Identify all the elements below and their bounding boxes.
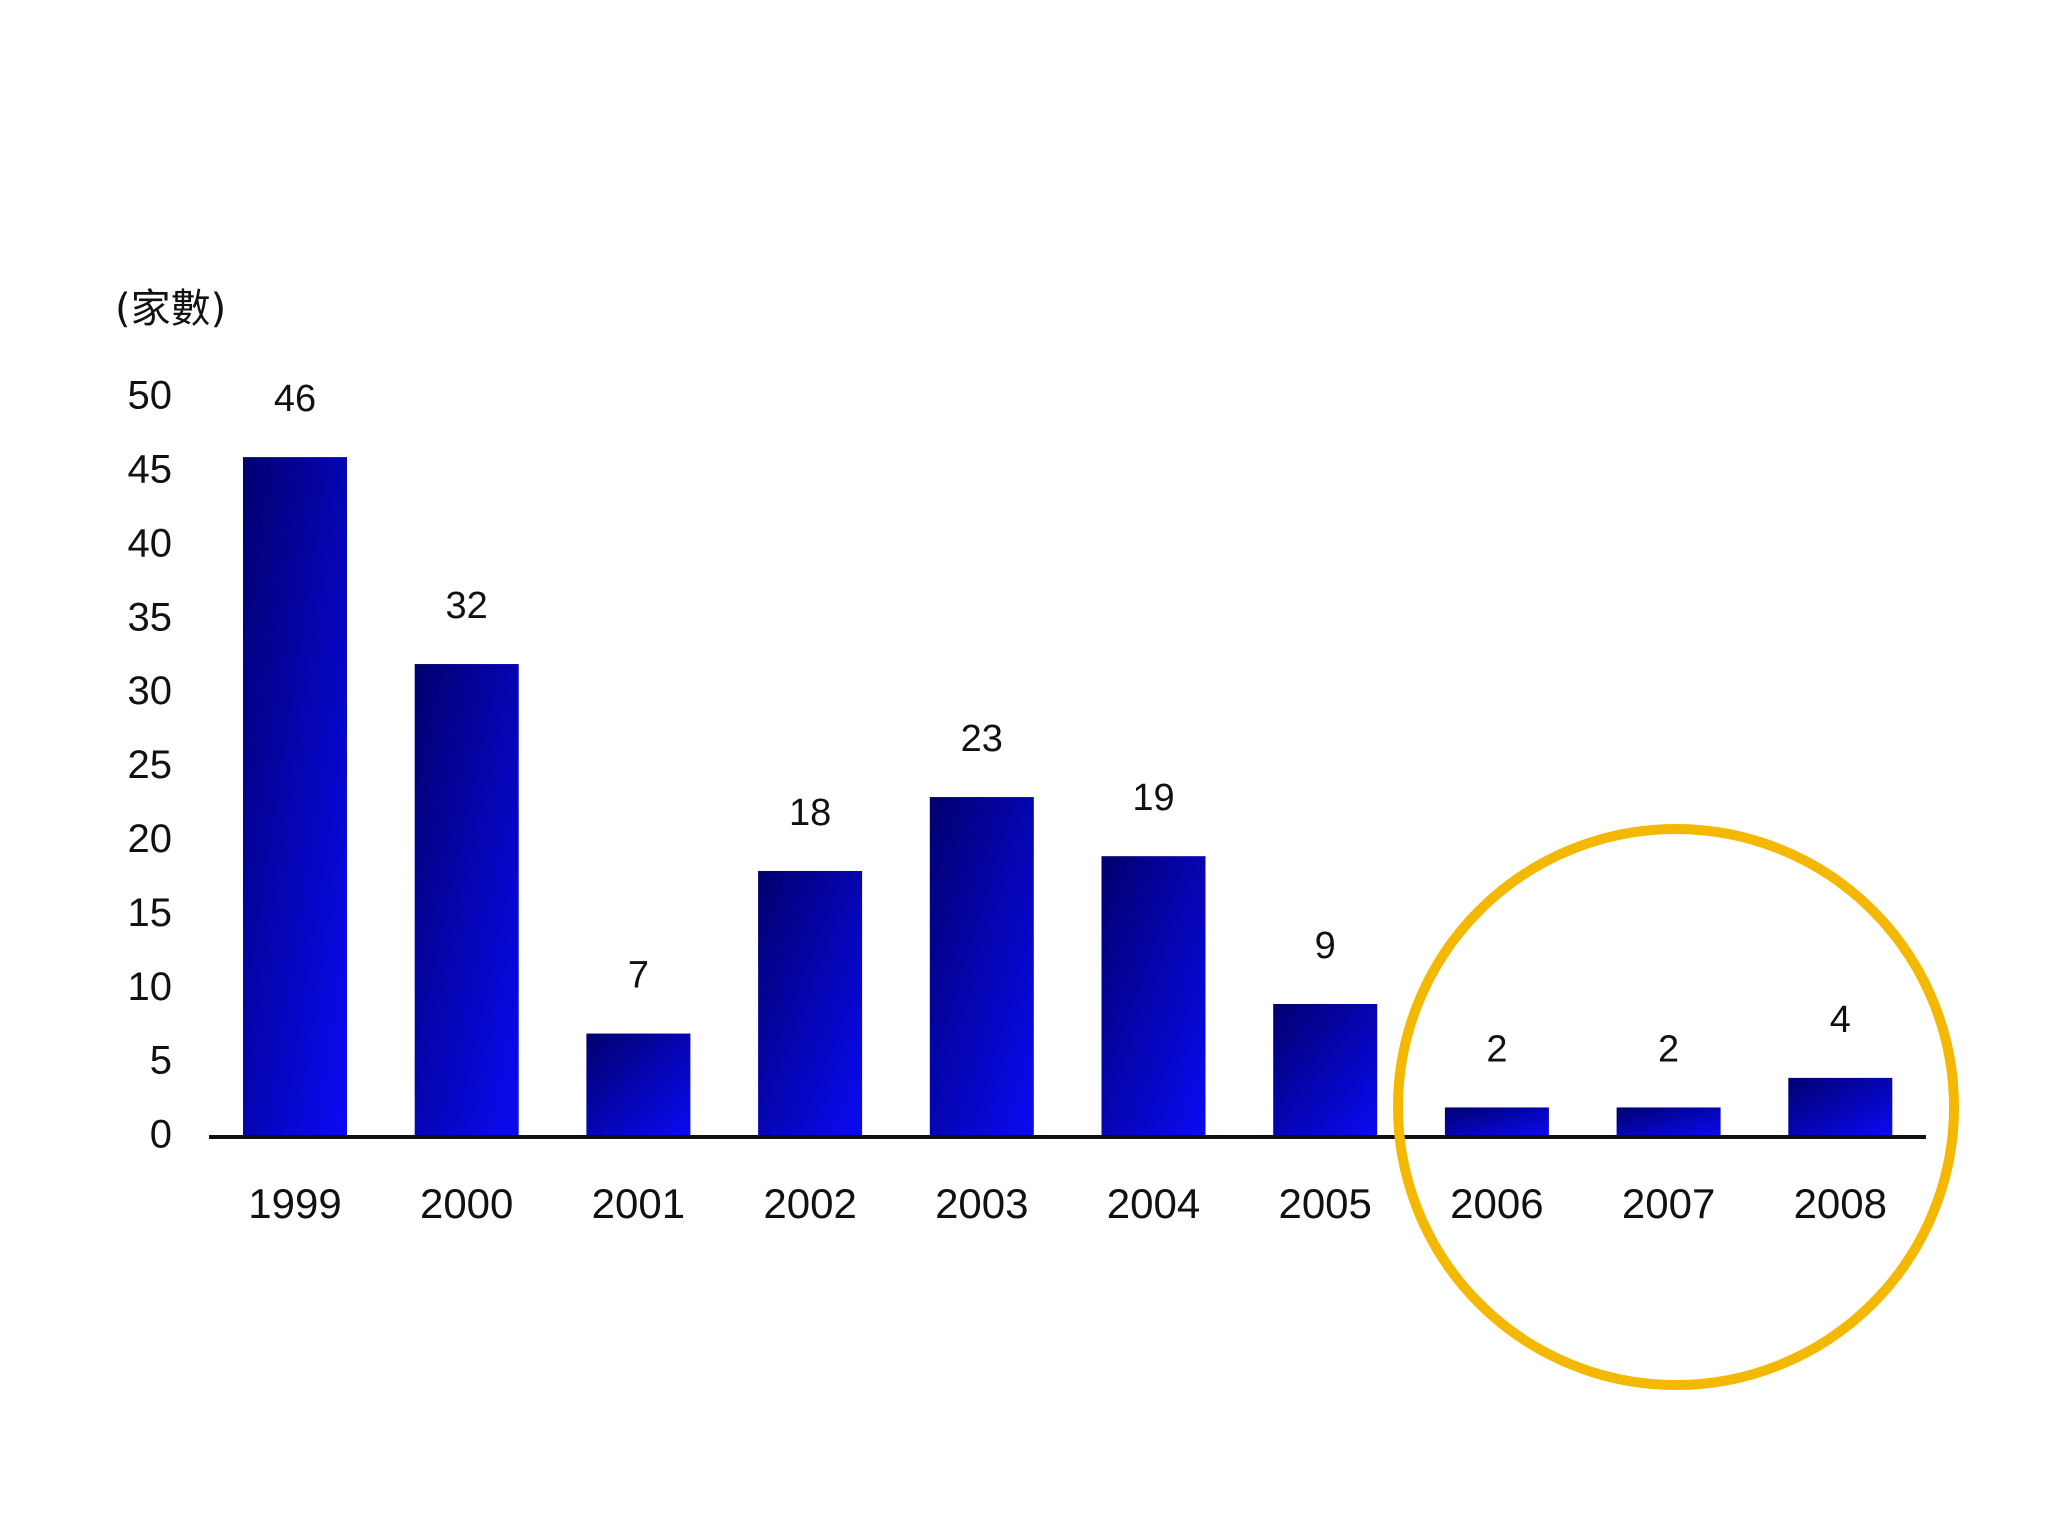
x-tick-label: 2008 <box>1794 1180 1887 1227</box>
x-tick-label: 1999 <box>248 1180 341 1227</box>
x-tick-label: 2004 <box>1107 1180 1200 1227</box>
y-tick-label: 20 <box>128 817 173 861</box>
data-label: 32 <box>446 585 488 627</box>
data-label: 19 <box>1132 777 1174 819</box>
y-tick-label: 5 <box>150 1039 172 1083</box>
y-tick-label: 30 <box>128 669 173 713</box>
bar <box>1444 1107 1549 1137</box>
bar <box>1616 1107 1721 1137</box>
bar <box>758 870 863 1137</box>
bar <box>243 457 347 1137</box>
data-label: 9 <box>1315 925 1336 967</box>
y-tick-label: 35 <box>128 595 173 639</box>
data-label: 46 <box>274 378 316 420</box>
y-axis-label: (家數) <box>115 286 226 332</box>
bar <box>586 1033 691 1137</box>
bar <box>1788 1077 1893 1137</box>
y-tick-label: 10 <box>128 965 173 1009</box>
x-tick-label: 2007 <box>1622 1180 1715 1227</box>
data-label: 4 <box>1830 999 1851 1041</box>
data-label: 2 <box>1658 1028 1679 1070</box>
x-tick-label: 2003 <box>935 1180 1028 1227</box>
y-tick-label: 40 <box>128 521 173 565</box>
y-tick-label: 0 <box>150 1113 172 1157</box>
data-label: 7 <box>628 955 649 997</box>
y-tick-label: 25 <box>128 743 173 787</box>
x-tick-label: 2001 <box>592 1180 685 1227</box>
bar <box>414 664 519 1137</box>
y-tick-label: 50 <box>128 374 173 418</box>
data-label: 18 <box>789 792 831 834</box>
x-tick-label: 2002 <box>763 1180 856 1227</box>
y-tick-label: 45 <box>128 447 173 491</box>
bar <box>1273 1003 1378 1137</box>
data-label: 23 <box>961 718 1003 760</box>
highlight-circle <box>1393 824 1959 1390</box>
y-tick-label: 15 <box>128 891 173 935</box>
x-tick-label: 2000 <box>420 1180 513 1227</box>
bar <box>1101 856 1206 1137</box>
data-label: 2 <box>1486 1028 1507 1070</box>
x-tick-label: 2006 <box>1450 1180 1543 1227</box>
x-tick-label: 2005 <box>1278 1180 1371 1227</box>
bar <box>929 797 1034 1137</box>
